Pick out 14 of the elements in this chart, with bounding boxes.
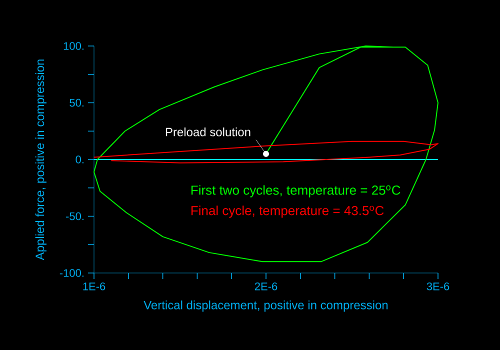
x-axis-title: Vertical displacement, positive in compression	[144, 300, 388, 312]
line-series	[94, 140, 439, 164]
y-tick-label: 50.	[70, 98, 84, 107]
x-tick-label: 1E-6	[83, 282, 106, 290]
y-tick-label: 0.	[76, 156, 84, 164]
annotation: Preload solution	[166, 127, 250, 136]
series-label: First two cycles, temperature = 25$^{o}$C	[191, 185, 400, 198]
text: Final cycle, temperature = 43.5$^{o}$C	[191, 206, 384, 218]
y-tick-label: 100.	[64, 42, 84, 50]
y-axis-title: Applied force, positive in compression	[35, 60, 46, 260]
y-tick-label: -100.	[60, 269, 84, 277]
x-tick-label: 3E-6	[426, 282, 450, 290]
x-tick-label: 2E-6	[254, 282, 278, 290]
y-tick-label: -50.	[66, 212, 84, 220]
